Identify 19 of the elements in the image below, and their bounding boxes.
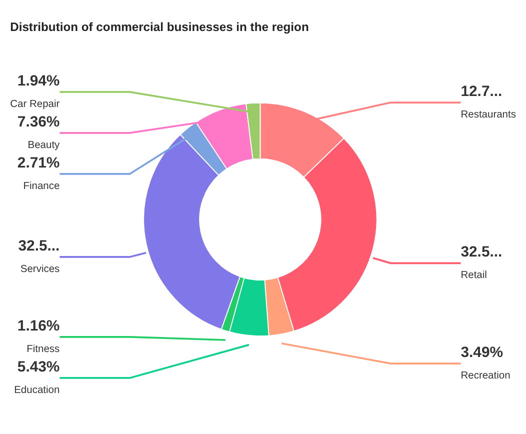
data-label: 32.5...	[18, 237, 60, 254]
data-label: 32.5...	[460, 244, 502, 261]
slice-label: Finance	[23, 180, 60, 192]
slice-label: Beauty	[28, 140, 61, 151]
slice-label: Services	[20, 264, 60, 275]
slice-label: Car Repair	[10, 98, 60, 110]
data-label: 2.71%	[17, 154, 60, 172]
slice-label: Retail	[460, 270, 487, 282]
slice-label: Recreation	[460, 370, 511, 382]
data-label: 5.43%	[17, 358, 60, 376]
chart-title: Distribution of commercial businesses in the region	[10, 20, 309, 34]
slice-label: Restaurants	[460, 109, 516, 120]
slice-label: Education	[14, 384, 60, 396]
slice-label: Fitness	[26, 344, 60, 355]
data-label: 7.36%	[17, 113, 60, 130]
data-label: 1.16%	[17, 317, 60, 334]
data-label: 3.49%	[460, 344, 503, 362]
data-label: 1.94%	[17, 72, 60, 90]
data-label: 12.7...	[460, 82, 502, 100]
